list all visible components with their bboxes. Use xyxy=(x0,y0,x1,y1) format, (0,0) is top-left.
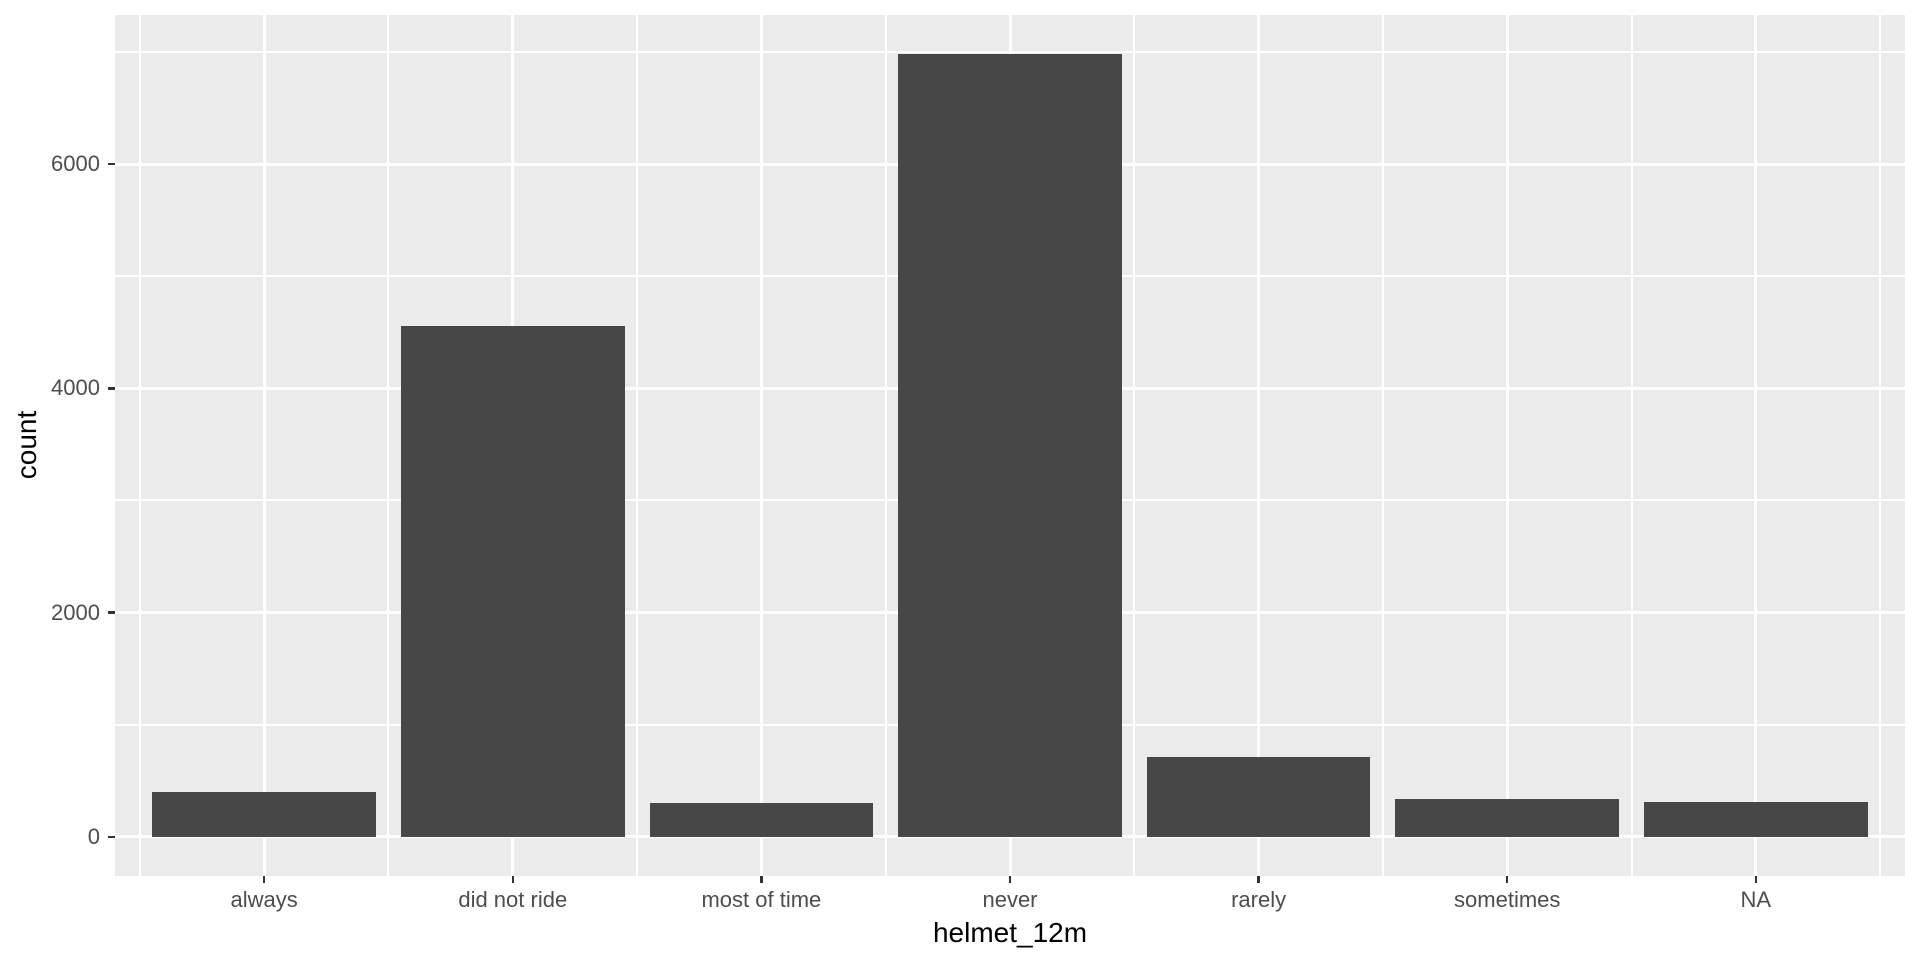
minor-gridline-vertical xyxy=(1381,15,1384,876)
major-gridline-vertical xyxy=(759,15,763,876)
x-tick-mark xyxy=(262,876,266,883)
major-gridline-vertical xyxy=(262,15,266,876)
bar-never xyxy=(898,54,1122,837)
x-tick-label: did not ride xyxy=(458,887,568,912)
minor-gridline-vertical xyxy=(1133,15,1136,876)
minor-gridline-vertical xyxy=(1879,15,1882,876)
major-gridline-vertical xyxy=(1505,15,1509,876)
y-tick-label: 6000 xyxy=(51,151,100,177)
y-tick-mark xyxy=(108,611,115,614)
minor-gridline-vertical xyxy=(138,15,141,876)
minor-gridline-vertical xyxy=(884,15,887,876)
bar-rarely xyxy=(1146,757,1371,837)
major-gridline-vertical xyxy=(1257,15,1261,876)
x-tick-mark xyxy=(1257,876,1260,883)
x-axis-title: helmet_12m xyxy=(932,917,1088,948)
y-tick-label: 4000 xyxy=(51,375,100,401)
minor-gridline-vertical xyxy=(1630,15,1633,876)
plot-panel xyxy=(115,15,1905,876)
bar-did-not-ride xyxy=(400,325,625,837)
x-tick-label: NA xyxy=(1740,887,1772,912)
bar-na xyxy=(1643,802,1868,837)
bar-most-of-time xyxy=(649,803,874,837)
y-tick-mark xyxy=(108,387,115,390)
minor-gridline-vertical xyxy=(387,15,390,876)
x-tick-mark xyxy=(1008,876,1012,883)
bar-sometimes xyxy=(1395,799,1620,837)
bar-always xyxy=(152,792,377,837)
x-tick-mark xyxy=(760,876,763,883)
y-tick-label: 0 xyxy=(87,823,100,849)
x-tick-label: never xyxy=(982,887,1038,912)
x-tick-mark xyxy=(511,876,515,883)
x-tick-label: rarely xyxy=(1231,887,1287,912)
x-tick-label: sometimes xyxy=(1454,887,1561,912)
x-tick-label: always xyxy=(230,887,298,912)
x-tick-mark xyxy=(1754,876,1758,883)
x-tick-mark xyxy=(1505,876,1509,883)
major-gridline-vertical xyxy=(1754,15,1758,876)
x-tick-label: most of time xyxy=(701,887,822,912)
minor-gridline-vertical xyxy=(636,15,639,876)
y-tick-mark xyxy=(108,162,115,166)
y-tick-mark xyxy=(108,835,115,839)
y-tick-label: 2000 xyxy=(51,599,100,625)
